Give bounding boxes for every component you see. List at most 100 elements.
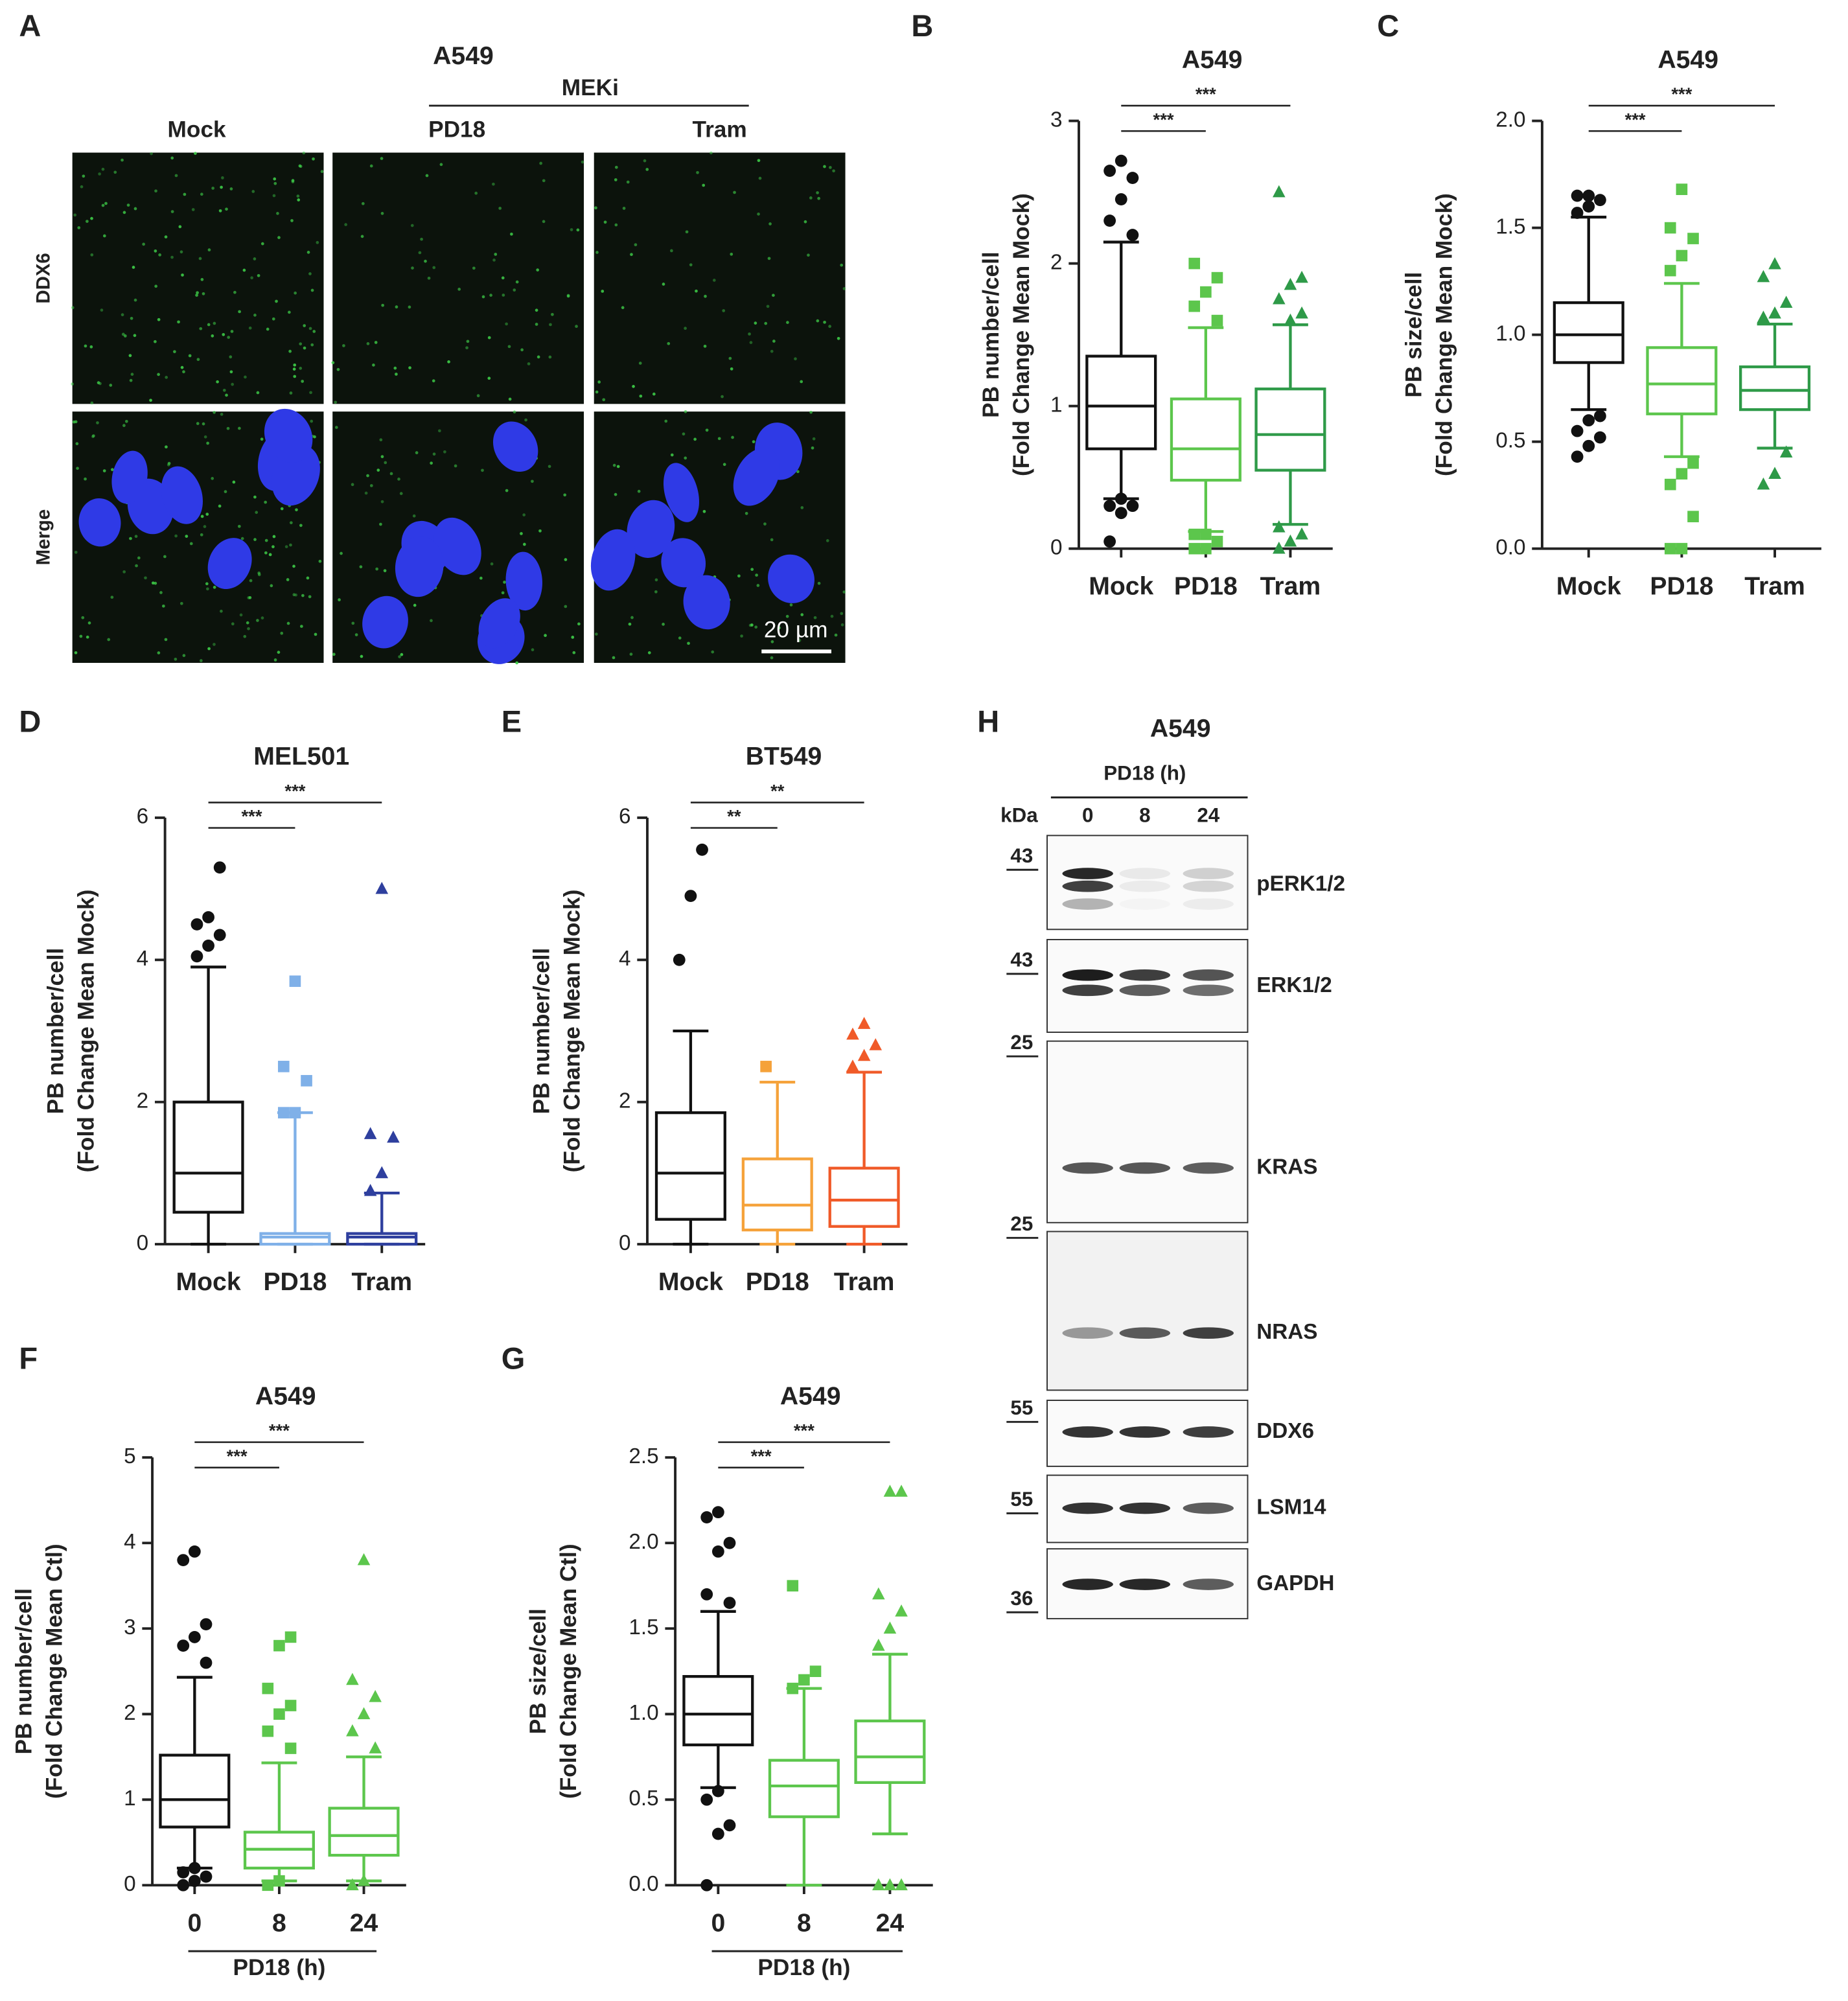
outlier <box>869 1038 883 1050</box>
granule <box>770 538 774 542</box>
nucleus <box>433 517 481 575</box>
blot-label: LSM14 <box>1256 1495 1326 1519</box>
band <box>1183 868 1234 879</box>
outlier <box>1211 314 1223 327</box>
granule <box>344 223 347 226</box>
y-tick-label: 0 <box>124 1872 136 1896</box>
outlier <box>895 1878 908 1891</box>
granule <box>840 263 844 267</box>
granule <box>432 379 435 383</box>
outlier <box>723 1536 736 1549</box>
granule <box>77 226 81 229</box>
box <box>828 1166 900 1228</box>
granule <box>242 268 246 272</box>
granule <box>816 319 820 323</box>
outlier <box>895 1485 908 1497</box>
x-tick-label: Tram <box>834 1268 895 1296</box>
outlier <box>188 1862 201 1875</box>
granule <box>614 492 618 496</box>
blot-label: ERK1/2 <box>1256 973 1332 997</box>
granule <box>129 537 132 540</box>
granule <box>612 463 616 467</box>
granule <box>786 321 789 324</box>
granule <box>667 341 671 345</box>
granule <box>372 364 375 367</box>
granule <box>314 632 318 636</box>
granule <box>253 495 257 499</box>
granule <box>309 391 312 395</box>
granule <box>188 354 192 358</box>
y-tick-label: 4 <box>137 947 149 971</box>
granule <box>312 330 316 333</box>
band <box>1119 880 1171 892</box>
x-tick-label: PD18 <box>263 1268 327 1296</box>
granule <box>302 151 306 155</box>
granule <box>630 253 633 257</box>
granule <box>577 622 581 626</box>
granule <box>134 535 138 538</box>
granule <box>229 187 233 191</box>
granule <box>834 633 838 637</box>
granule <box>705 428 709 432</box>
granule <box>351 621 355 625</box>
granule <box>144 576 147 580</box>
granule <box>395 305 398 309</box>
granule <box>113 170 117 174</box>
granule <box>207 248 211 251</box>
outlier <box>1582 439 1595 452</box>
granule <box>213 321 216 325</box>
granule <box>255 511 259 515</box>
granule <box>273 181 277 185</box>
significance-label: *** <box>1195 84 1216 104</box>
size-marker: 25 <box>1010 1212 1033 1235</box>
granule <box>292 367 296 371</box>
granule <box>165 376 168 379</box>
granule <box>292 593 296 597</box>
granule <box>71 382 75 386</box>
granule <box>597 380 601 384</box>
granule <box>538 529 542 533</box>
nucleus <box>492 421 538 472</box>
granule <box>639 394 643 398</box>
granule <box>222 388 226 392</box>
x-axis-label: PD18 (h) <box>233 1955 325 1980</box>
granule <box>702 509 706 513</box>
granule <box>97 381 100 384</box>
micrograph <box>594 152 846 404</box>
granule <box>374 341 378 344</box>
granule <box>211 334 214 338</box>
granule <box>575 325 578 329</box>
outlier <box>1664 478 1676 491</box>
chart-title: A549 <box>1182 46 1243 74</box>
granule <box>443 450 446 454</box>
granule <box>794 357 797 361</box>
outlier <box>1676 249 1688 262</box>
granule <box>505 322 508 326</box>
granule <box>638 362 642 365</box>
granule <box>308 272 312 275</box>
granule <box>811 446 814 450</box>
granule <box>750 568 754 572</box>
granule <box>149 399 152 402</box>
box <box>1170 397 1242 482</box>
granule <box>454 464 457 468</box>
granule <box>294 291 297 295</box>
outlier <box>1273 541 1286 554</box>
granule <box>481 468 484 472</box>
granule <box>272 535 276 538</box>
granule <box>98 172 101 176</box>
blot-label: pERK1/2 <box>1256 872 1345 896</box>
granule <box>268 553 272 557</box>
outlier <box>846 1027 859 1040</box>
granule <box>503 581 506 584</box>
outlier <box>202 911 214 923</box>
granule <box>789 603 793 607</box>
size-marker: 25 <box>1010 1031 1033 1054</box>
granule <box>257 572 261 575</box>
granule <box>74 420 78 424</box>
significance-label: *** <box>1625 110 1646 130</box>
granule <box>415 451 419 455</box>
granule <box>772 340 776 343</box>
granule <box>490 562 494 566</box>
granule <box>220 185 223 189</box>
